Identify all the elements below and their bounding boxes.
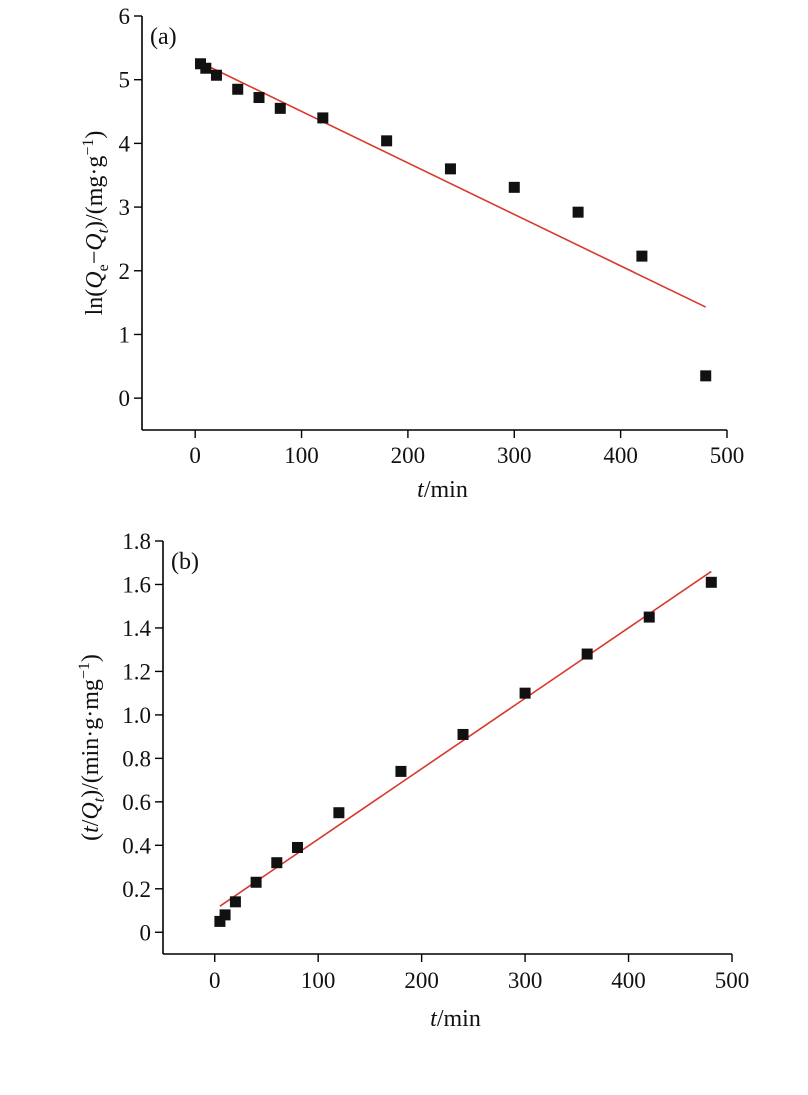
panel-label: (b) bbox=[171, 549, 199, 575]
x-tick-label: 300 bbox=[497, 443, 532, 468]
y-tick-label: 5 bbox=[119, 68, 131, 93]
data-point bbox=[317, 112, 329, 124]
y-tick-label: 1.6 bbox=[122, 572, 151, 597]
y-tick-label: 0 bbox=[140, 920, 152, 945]
data-point bbox=[636, 250, 648, 262]
x-tick-label: 400 bbox=[611, 968, 646, 993]
x-tick-label: 0 bbox=[189, 443, 201, 468]
y-tick-label: 4 bbox=[119, 131, 131, 156]
x-tick-label: 500 bbox=[715, 968, 750, 993]
y-tick-label: 2 bbox=[119, 259, 131, 284]
y-tick-label: 0.8 bbox=[122, 746, 151, 771]
data-point bbox=[291, 841, 303, 853]
x-tick-label: 0 bbox=[209, 968, 221, 993]
chart-panel-b: 0 100 200 300 400 500 0 0.2 0.4 0.6 0.8 1.0 1.2 1.4 1.… bbox=[76, 529, 749, 1032]
data-point bbox=[232, 83, 244, 95]
y-tick-label: 0.2 bbox=[122, 877, 151, 902]
x-tick-label: 200 bbox=[404, 968, 439, 993]
y-tick-label: 1.2 bbox=[122, 659, 151, 684]
data-point bbox=[271, 857, 283, 869]
chart-panel-a: 0 100 200 300 400 500 0 1 2 3 4 5 6 (a) t/min ln(Qe−Qt)… bbox=[80, 4, 744, 503]
data-point bbox=[457, 728, 469, 740]
data-point bbox=[395, 765, 407, 777]
y-tick-label: 1 bbox=[119, 322, 131, 347]
data-point bbox=[381, 135, 393, 147]
fit-line bbox=[200, 61, 707, 308]
data-point bbox=[210, 69, 222, 81]
y-tick-label: 0.4 bbox=[122, 833, 151, 858]
y-tick-label: 1.4 bbox=[122, 616, 151, 641]
data-point bbox=[581, 648, 593, 660]
y-axis-title: ln(Qe−Qt)/(mg·g−1) bbox=[80, 131, 112, 316]
data-point bbox=[519, 687, 531, 699]
y-tick-label: 0 bbox=[119, 386, 131, 411]
data-point bbox=[229, 896, 241, 908]
data-point bbox=[572, 206, 584, 218]
x-axis-title: t/min bbox=[417, 477, 468, 503]
x-tick-label: 100 bbox=[301, 968, 336, 993]
x-tick-label: 100 bbox=[284, 443, 319, 468]
data-point bbox=[333, 807, 345, 819]
y-tick-label: 3 bbox=[119, 195, 131, 220]
x-axis-title: t/min bbox=[430, 1006, 481, 1032]
data-point bbox=[444, 163, 456, 175]
x-tick-label: 500 bbox=[710, 443, 745, 468]
x-tick-label: 400 bbox=[603, 443, 638, 468]
y-tick-label: 1.0 bbox=[122, 703, 151, 728]
data-point bbox=[250, 876, 262, 888]
data-point bbox=[700, 370, 712, 382]
y-tick-label: 0.6 bbox=[122, 790, 151, 815]
data-point bbox=[253, 92, 265, 104]
x-tick-label: 300 bbox=[508, 968, 543, 993]
panel-label: (a) bbox=[150, 24, 177, 50]
data-point bbox=[274, 102, 286, 114]
y-tick-label: 1.8 bbox=[122, 529, 151, 554]
data-point bbox=[705, 576, 717, 588]
data-point bbox=[214, 915, 226, 927]
data-point bbox=[200, 62, 212, 74]
data-point bbox=[508, 181, 520, 193]
data-point bbox=[219, 909, 231, 921]
y-axis-title: (t/Qt)/(min·g·mg−1) bbox=[76, 654, 108, 841]
data-point bbox=[643, 611, 655, 623]
y-tick-label: 6 bbox=[119, 4, 131, 29]
x-tick-label: 200 bbox=[391, 443, 426, 468]
